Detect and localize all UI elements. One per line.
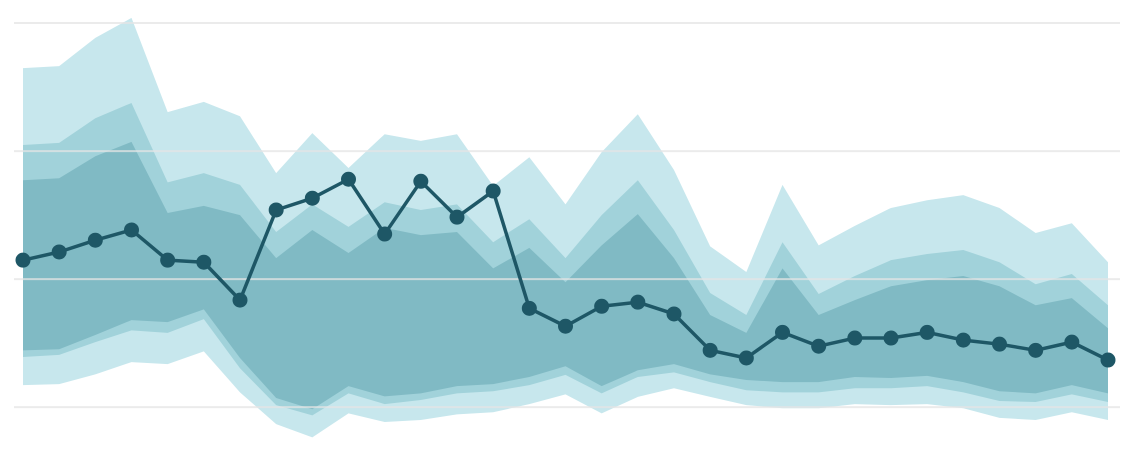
data-point <box>919 324 935 340</box>
data-point <box>521 300 537 316</box>
data-point <box>811 338 827 354</box>
data-point <box>558 318 573 334</box>
data-point <box>1100 352 1116 368</box>
data-point <box>847 330 863 346</box>
data-point <box>955 332 971 348</box>
data-point <box>232 292 248 308</box>
data-point <box>630 294 646 310</box>
data-point <box>883 330 899 346</box>
data-point <box>413 173 429 189</box>
data-point <box>1064 334 1080 350</box>
data-point <box>1028 342 1044 358</box>
data-point <box>160 252 176 268</box>
data-point <box>992 336 1007 352</box>
data-point <box>304 190 320 206</box>
data-point <box>666 306 682 322</box>
data-point <box>702 342 718 358</box>
data-point <box>775 324 790 340</box>
data-point <box>377 226 393 242</box>
data-point <box>738 350 754 366</box>
data-point <box>15 252 31 268</box>
data-point <box>485 183 501 199</box>
data-point <box>341 171 356 187</box>
data-point <box>51 244 67 260</box>
data-point <box>124 222 139 238</box>
data-point <box>594 298 610 314</box>
data-point <box>268 202 284 218</box>
data-point <box>196 254 212 270</box>
data-point <box>449 209 465 225</box>
data-point <box>87 232 103 248</box>
